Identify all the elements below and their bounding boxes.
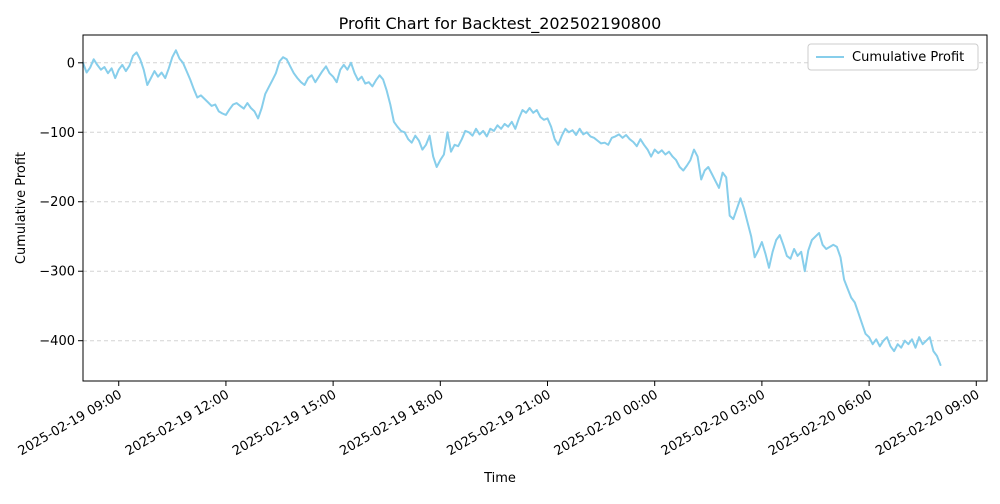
series-layer bbox=[82, 49, 942, 366]
y-tick-label: −100 bbox=[39, 126, 75, 141]
series-line-cumulative-profit bbox=[82, 49, 942, 366]
y-grid bbox=[83, 62, 987, 342]
legend-box bbox=[807, 43, 979, 71]
legend: Cumulative Profit bbox=[807, 43, 979, 71]
y-axis: 0 −100 −200 −300 −400 bbox=[39, 56, 83, 349]
x-axis-label: Time bbox=[483, 471, 516, 486]
y-tick-label: −300 bbox=[39, 265, 75, 280]
legend-label-cumulative-profit: Cumulative Profit bbox=[852, 50, 964, 65]
y-tick-label: −400 bbox=[39, 334, 75, 349]
chart-title: Profit Chart for Backtest_202502190800 bbox=[339, 14, 662, 34]
plot-frame bbox=[82, 34, 988, 382]
y-tick-label: −200 bbox=[39, 195, 75, 210]
y-axis-label: Cumulative Profit bbox=[14, 152, 29, 264]
y-tick-label: 0 bbox=[67, 56, 75, 71]
